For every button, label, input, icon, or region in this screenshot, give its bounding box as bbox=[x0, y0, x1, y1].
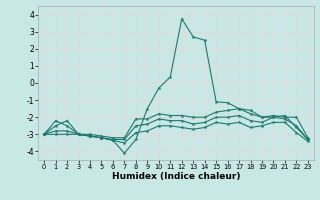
X-axis label: Humidex (Indice chaleur): Humidex (Indice chaleur) bbox=[112, 172, 240, 181]
